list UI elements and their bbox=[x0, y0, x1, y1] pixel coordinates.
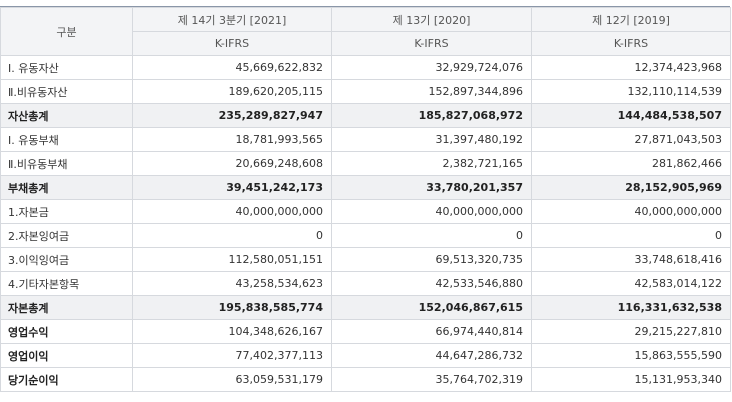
row-value-period-2: 28,152,905,969 bbox=[531, 175, 731, 200]
row-value-period-0: 77,402,377,113 bbox=[132, 343, 332, 368]
row-value-period-1: 35,764,702,319 bbox=[331, 367, 532, 392]
header-period-2019: 제 12기 [2019] bbox=[531, 7, 731, 32]
row-value-period-0: 104,348,626,167 bbox=[132, 319, 332, 344]
row-label: Ⅱ.비유동부채 bbox=[0, 151, 133, 176]
table-row: 영업수익 104,348,626,167 66,974,440,814 29,215,… bbox=[0, 319, 731, 344]
row-value-period-0: 43,258,534,623 bbox=[132, 271, 332, 296]
row-value-period-0: 18,781,993,565 bbox=[132, 127, 332, 152]
financial-summary-table: 구분 제 14기 3분기 [2021] 제 13기 [2020] 제 12기 [… bbox=[0, 7, 731, 392]
row-value-period-0: 63,059,531,179 bbox=[132, 367, 332, 392]
row-value-period-2: 27,871,043,503 bbox=[531, 127, 731, 152]
row-label: Ⅱ.비유동자산 bbox=[0, 79, 133, 104]
row-label: 자산총계 bbox=[0, 103, 133, 128]
row-value-period-1: 152,897,344,896 bbox=[331, 79, 532, 104]
row-value-period-1: 42,533,546,880 bbox=[331, 271, 532, 296]
row-value-period-2: 40,000,000,000 bbox=[531, 199, 731, 224]
row-value-period-2: 144,484,538,507 bbox=[531, 103, 731, 128]
row-value-period-2: 33,748,618,416 bbox=[531, 247, 731, 272]
row-value-period-2: 12,374,423,968 bbox=[531, 55, 731, 80]
row-value-period-1: 66,974,440,814 bbox=[331, 319, 532, 344]
header-period-2020: 제 13기 [2020] bbox=[331, 7, 532, 32]
table-header: 구분 제 14기 3분기 [2021] 제 13기 [2020] 제 12기 [… bbox=[0, 7, 731, 56]
table-row: 영업이익 77,402,377,113 44,647,286,732 15,863,5… bbox=[0, 343, 731, 368]
row-label: 영업수익 bbox=[0, 319, 133, 344]
row-label: 3.이익잉여금 bbox=[0, 247, 133, 272]
row-label: 당기순이익 bbox=[0, 367, 133, 392]
table-row: 1.자본금 40,000,000,000 40,000,000,000 40,000,… bbox=[0, 199, 731, 224]
row-value-period-2: 281,862,466 bbox=[531, 151, 731, 176]
row-value-period-0: 235,289,827,947 bbox=[132, 103, 332, 128]
row-value-period-0: 39,451,242,173 bbox=[132, 175, 332, 200]
row-label: 4.기타자본항목 bbox=[0, 271, 133, 296]
header-corner-label: 구분 bbox=[0, 7, 133, 56]
header-standard-2021-q3: K-IFRS bbox=[132, 31, 332, 56]
table-row: Ⅱ.비유동부채 20,669,248,608 2,382,721,165 281,86… bbox=[0, 151, 731, 176]
table-body: Ⅰ. 유동자산 45,669,622,832 32,929,724,076 12,37… bbox=[0, 55, 731, 392]
row-value-period-1: 33,780,201,357 bbox=[331, 175, 532, 200]
table-row: 당기순이익 63,059,531,179 35,764,702,319 15,131,… bbox=[0, 367, 731, 392]
table-row: 부채총계 39,451,242,173 33,780,201,357 28,152,9… bbox=[0, 175, 731, 200]
row-value-period-1: 0 bbox=[331, 223, 532, 248]
table-row: Ⅰ. 유동부채 18,781,993,565 31,397,480,192 27,87… bbox=[0, 127, 731, 152]
financial-summary-table-container: 구분 제 14기 3분기 [2021] 제 13기 [2020] 제 12기 [… bbox=[0, 6, 731, 392]
row-label: 자본총계 bbox=[0, 295, 133, 320]
row-value-period-2: 15,863,555,590 bbox=[531, 343, 731, 368]
row-value-period-1: 185,827,068,972 bbox=[331, 103, 532, 128]
row-value-period-0: 40,000,000,000 bbox=[132, 199, 332, 224]
header-row-standards: K-IFRS K-IFRS K-IFRS bbox=[1, 31, 731, 56]
row-value-period-2: 29,215,227,810 bbox=[531, 319, 731, 344]
header-period-2021-q3: 제 14기 3분기 [2021] bbox=[132, 7, 332, 32]
row-label: 1.자본금 bbox=[0, 199, 133, 224]
row-value-period-1: 2,382,721,165 bbox=[331, 151, 532, 176]
row-label: 부채총계 bbox=[0, 175, 133, 200]
row-value-period-1: 69,513,320,735 bbox=[331, 247, 532, 272]
table-row: 4.기타자본항목 43,258,534,623 42,533,546,880 42,5… bbox=[0, 271, 731, 296]
row-value-period-2: 132,110,114,539 bbox=[531, 79, 731, 104]
row-label: Ⅰ. 유동부채 bbox=[0, 127, 133, 152]
row-value-period-1: 31,397,480,192 bbox=[331, 127, 532, 152]
row-label: 영업이익 bbox=[0, 343, 133, 368]
header-row-periods: 구분 제 14기 3분기 [2021] 제 13기 [2020] 제 12기 [… bbox=[0, 7, 731, 56]
table-row: 3.이익잉여금 112,580,051,151 69,513,320,735 33,7… bbox=[0, 247, 731, 272]
row-value-period-2: 0 bbox=[531, 223, 731, 248]
row-value-period-0: 112,580,051,151 bbox=[132, 247, 332, 272]
table-row: 자본총계 195,838,585,774 152,046,867,615 116,33… bbox=[0, 295, 731, 320]
header-standard-2020: K-IFRS bbox=[331, 31, 532, 56]
row-value-period-1: 40,000,000,000 bbox=[331, 199, 532, 224]
row-value-period-0: 45,669,622,832 bbox=[132, 55, 332, 80]
table-row: Ⅰ. 유동자산 45,669,622,832 32,929,724,076 12,37… bbox=[0, 55, 731, 80]
row-value-period-0: 195,838,585,774 bbox=[132, 295, 332, 320]
row-value-period-2: 42,583,014,122 bbox=[531, 271, 731, 296]
row-label: 2.자본잉여금 bbox=[0, 223, 133, 248]
row-value-period-1: 32,929,724,076 bbox=[331, 55, 532, 80]
row-value-period-1: 44,647,286,732 bbox=[331, 343, 532, 368]
table-row: 2.자본잉여금 0 0 0 bbox=[0, 223, 731, 248]
row-value-period-2: 116,331,632,538 bbox=[531, 295, 731, 320]
row-value-period-0: 189,620,205,115 bbox=[132, 79, 332, 104]
table-row: 자산총계 235,289,827,947 185,827,068,972 144,48… bbox=[0, 103, 731, 128]
table-row: Ⅱ.비유동자산 189,620,205,115 152,897,344,896 132… bbox=[0, 79, 731, 104]
header-standard-2019: K-IFRS bbox=[531, 31, 731, 56]
row-value-period-2: 15,131,953,340 bbox=[531, 367, 731, 392]
row-value-period-0: 20,669,248,608 bbox=[132, 151, 332, 176]
row-value-period-1: 152,046,867,615 bbox=[331, 295, 532, 320]
row-label: Ⅰ. 유동자산 bbox=[0, 55, 133, 80]
row-value-period-0: 0 bbox=[132, 223, 332, 248]
